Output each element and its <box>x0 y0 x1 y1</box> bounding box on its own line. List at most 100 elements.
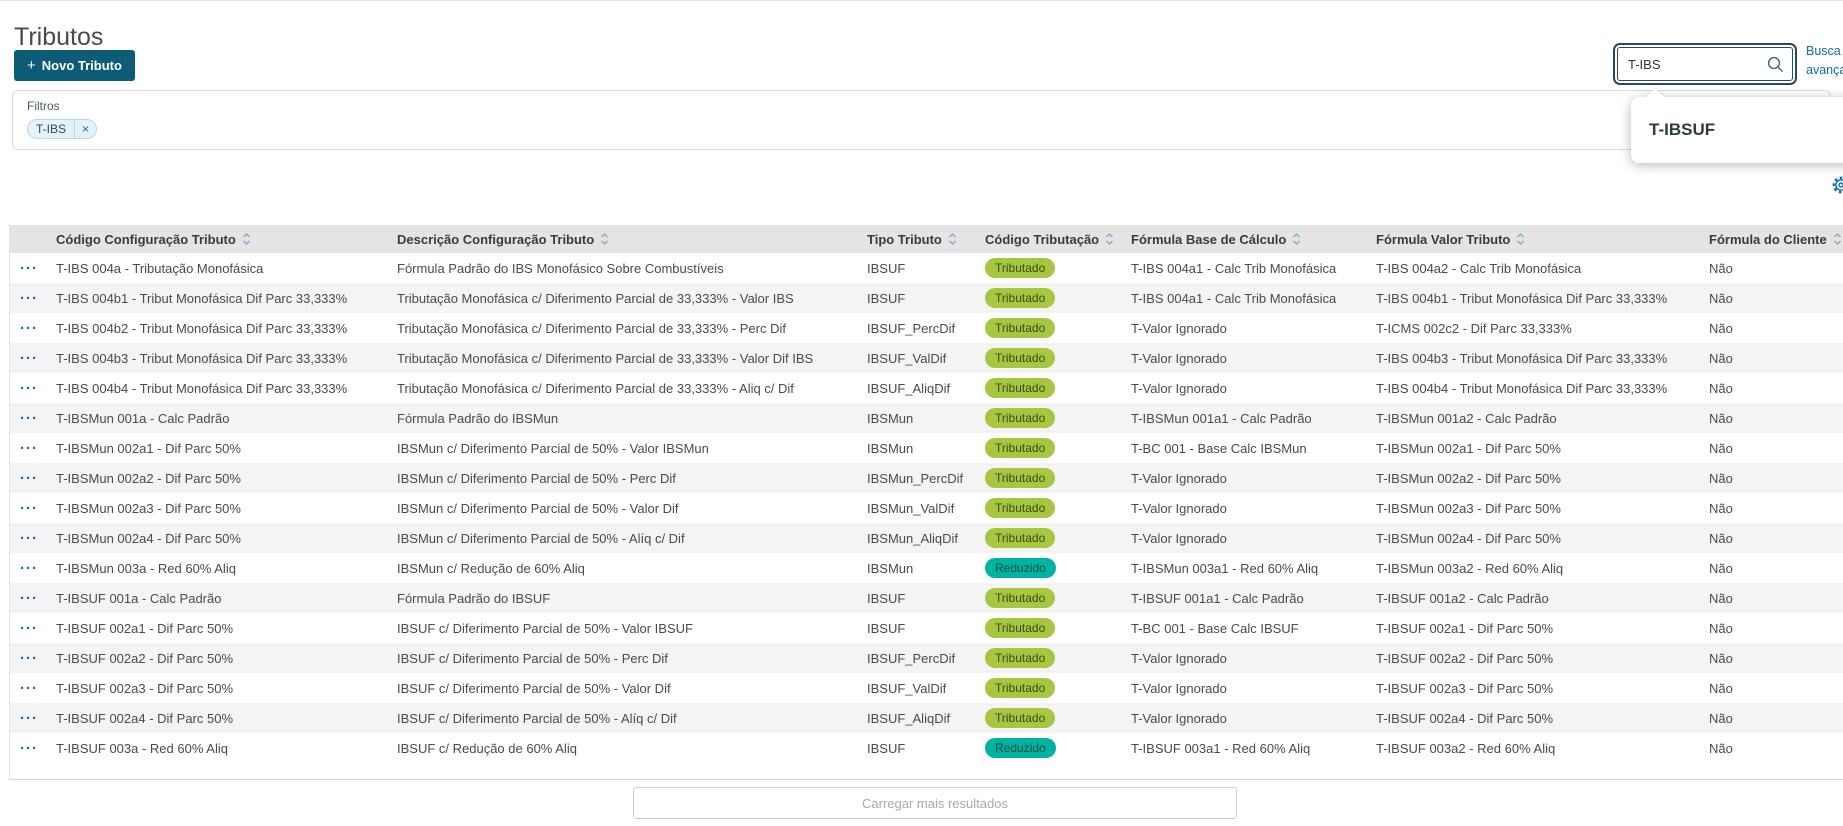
cell-descricao: IBSUF c/ Redução de 60% Aliq <box>397 740 577 756</box>
cell-formula_base: T-IBS 004a1 - Calc Trib Monofásica <box>1131 260 1337 276</box>
suggestion-item[interactable]: T-IBSUF <box>1649 120 1716 139</box>
load-more-button[interactable]: Carregar mais resultados <box>633 787 1237 819</box>
cell-formula_cliente: Não <box>1709 500 1733 516</box>
cell-descricao: IBSMun c/ Diferimento Parcial de 50% - V… <box>397 440 709 456</box>
row-menu-button[interactable]: ··· <box>20 589 38 607</box>
row-menu-button[interactable]: ··· <box>20 289 38 307</box>
cell-descricao: Tributação Monofásica c/ Diferimento Par… <box>397 320 786 336</box>
chip-divider <box>74 120 76 138</box>
cell-formula_base: T-IBSMun 001a1 - Calc Padrão <box>1131 410 1312 426</box>
row-menu-button[interactable]: ··· <box>20 379 38 397</box>
row-menu-button[interactable]: ··· <box>20 469 38 487</box>
sort-icon[interactable] <box>600 232 609 246</box>
row-menu-button[interactable]: ··· <box>20 529 38 547</box>
cell-descricao: IBSUF c/ Diferimento Parcial de 50% - Al… <box>397 710 677 726</box>
cell-descricao: Fórmula Padrão do IBS Monofásico Sobre C… <box>397 260 724 276</box>
row-menu-button[interactable]: ··· <box>20 319 38 337</box>
cell-codigo: T-IBSMun 003a - Red 60% Aliq <box>56 560 236 576</box>
cell-tipo: IBSUF_AliqDif <box>867 710 951 726</box>
cell-tipo: IBSUF <box>867 260 906 276</box>
chip-close-icon[interactable]: × <box>82 122 90 136</box>
column-header-4[interactable]: Fórmula Base de Cálculo <box>1123 225 1368 253</box>
cell-actions: ··· <box>10 373 48 403</box>
status-tag: Tributado <box>985 497 1056 519</box>
search-input[interactable] <box>1618 56 1766 72</box>
column-label: Fórmula Base de Cálculo <box>1131 231 1287 247</box>
cell-descricao: Fórmula Padrão do IBSMun <box>397 410 559 426</box>
cell-codigo: T-IBSUF 002a1 - Dif Parc 50% <box>56 620 234 636</box>
cell-formula_cliente: Não <box>1709 320 1733 336</box>
row-menu-button[interactable]: ··· <box>20 739 38 757</box>
row-menu-button[interactable]: ··· <box>20 499 38 517</box>
cell-codigo: T-IBS 004b4 - Tribut Monofásica Dif Parc… <box>56 380 348 396</box>
cell-codigo: T-IBS 004b2 - Tribut Monofásica Dif Parc… <box>56 320 348 336</box>
row-menu-button[interactable]: ··· <box>20 619 38 637</box>
column-header-6[interactable]: Fórmula do Cliente <box>1701 225 1843 253</box>
cell-codigo: T-IBSUF 003a - Red 60% Aliq <box>56 740 228 756</box>
column-header-3[interactable]: Código Tributação <box>977 225 1123 253</box>
row-menu-button[interactable]: ··· <box>20 439 38 457</box>
status-tag: Tributado <box>985 587 1056 609</box>
sort-icon[interactable] <box>1105 232 1114 246</box>
table-row: ··· T-IBSMun 002a4 - Dif Parc 50% IBSMun c… <box>10 523 1843 553</box>
cell-formula_base: T-Valor Ignorado <box>1131 650 1227 666</box>
sort-icon[interactable] <box>1292 232 1301 246</box>
cell-tipo: IBSUF <box>867 740 906 756</box>
cell-formula_base: T-IBSMun 003a1 - Red 60% Aliq <box>1131 560 1319 576</box>
cell-codigo: T-IBSMun 002a3 - Dif Parc 50% <box>56 500 241 516</box>
cell-codigo: T-IBS 004b3 - Tribut Monofásica Dif Parc… <box>56 350 348 366</box>
sort-icon[interactable] <box>948 232 957 246</box>
cell-codigo: T-IBSMun 002a1 - Dif Parc 50% <box>56 440 241 456</box>
search-box[interactable] <box>1613 43 1797 85</box>
column-header-0[interactable]: Código Configuração Tributo <box>48 225 389 253</box>
row-menu-button[interactable]: ··· <box>20 649 38 667</box>
cell-actions: ··· <box>10 403 48 433</box>
cell-codigo: T-IBS 004b1 - Tribut Monofásica Dif Parc… <box>56 290 348 306</box>
sort-icon[interactable] <box>242 232 251 246</box>
cell-descricao: IBSUF c/ Diferimento Parcial de 50% - Pe… <box>397 650 668 666</box>
advanced-search-link[interactable]: Busca avançada <box>1806 44 1843 77</box>
cell-formula_cliente: Não <box>1709 290 1733 306</box>
row-menu-button[interactable]: ··· <box>20 679 38 697</box>
cell-formula_cliente: Não <box>1709 440 1733 456</box>
cell-formula_cliente: Não <box>1709 470 1733 486</box>
table-row: ··· T-IBSMun 002a3 - Dif Parc 50% IBSMun c… <box>10 493 1843 523</box>
column-header-5[interactable]: Fórmula Valor Tributo <box>1368 225 1701 253</box>
status-tag: Tributado <box>985 257 1056 279</box>
cell-formula_valor: T-IBSUF 002a3 - Dif Parc 50% <box>1376 680 1554 696</box>
cell-descricao: Fórmula Padrão do IBSUF <box>397 590 551 606</box>
sort-icon[interactable] <box>1833 232 1842 246</box>
column-header-2[interactable]: Tipo Tributo <box>859 225 977 253</box>
filter-chip[interactable]: T-IBS × <box>27 119 98 139</box>
cell-tipo: IBSUF <box>867 290 906 306</box>
row-menu-button[interactable]: ··· <box>20 409 38 427</box>
cell-formula_base: T-Valor Ignorado <box>1131 680 1227 696</box>
cell-actions: ··· <box>10 643 48 673</box>
cell-tipo: IBSUF <box>867 620 906 636</box>
status-tag: Reduzido <box>985 737 1056 759</box>
row-menu-button[interactable]: ··· <box>20 259 38 277</box>
row-menu-button[interactable]: ··· <box>20 349 38 367</box>
row-menu-button[interactable]: ··· <box>20 709 38 727</box>
row-menu-button[interactable]: ··· <box>20 559 38 577</box>
cell-formula_cliente: Não <box>1709 590 1733 606</box>
cell-formula_valor: T-IBSMun 002a1 - Dif Parc 50% <box>1376 440 1561 456</box>
table-row: ··· T-IBSUF 002a1 - Dif Parc 50% IBSUF c/ … <box>10 613 1843 643</box>
search-icon[interactable] <box>1766 55 1784 73</box>
cell-tributacao: Tributado <box>977 313 1123 343</box>
cell-formula_valor: T-IBSMun 003a2 - Red 60% Aliq <box>1376 560 1564 576</box>
cell-tipo: IBSUF_PercDif <box>867 320 956 336</box>
column-header-1[interactable]: Descrição Configuração Tributo <box>389 225 859 253</box>
cell-formula_valor: T-IBSUF 002a4 - Dif Parc 50% <box>1376 710 1554 726</box>
cell-formula_cliente: Não <box>1709 380 1733 396</box>
novo-tributo-button[interactable]: + Novo Tributo <box>14 50 135 81</box>
cell-formula_valor: T-IBSMun 002a4 - Dif Parc 50% <box>1376 530 1561 546</box>
cell-tributacao: Tributado <box>977 283 1123 313</box>
sort-icon[interactable] <box>1516 232 1525 246</box>
cell-descricao: IBSMun c/ Diferimento Parcial de 50% - P… <box>397 470 676 486</box>
plus-icon: + <box>27 57 36 74</box>
cell-actions: ··· <box>10 673 48 703</box>
cell-formula_cliente: Não <box>1709 650 1733 666</box>
cell-formula_valor: T-IBSUF 002a1 - Dif Parc 50% <box>1376 620 1554 636</box>
gear-icon[interactable] <box>1831 175 1843 195</box>
